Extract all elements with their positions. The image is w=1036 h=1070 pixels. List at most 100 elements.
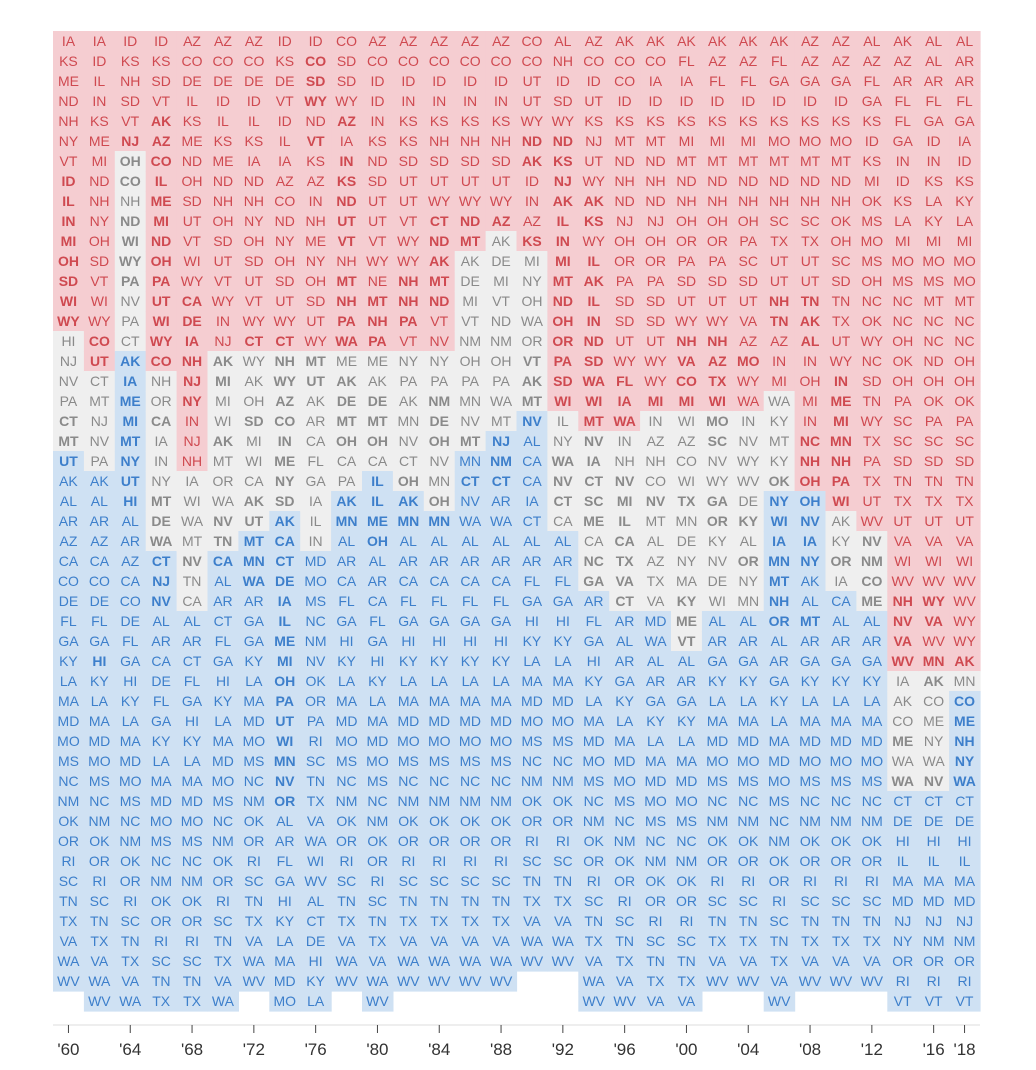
- state-label: GA: [89, 633, 110, 649]
- cell-bg: [362, 551, 394, 572]
- cell-bg: [547, 491, 579, 512]
- state-label: PA: [461, 373, 479, 389]
- state-label: KY: [430, 653, 449, 669]
- state-label: UT: [90, 353, 109, 369]
- state-label: ND: [182, 153, 202, 169]
- cell-bg: [794, 571, 827, 592]
- cell-bg: [392, 191, 425, 212]
- state-label: MI: [926, 233, 942, 249]
- cell-bg: [300, 671, 332, 692]
- state-label: MD: [397, 713, 419, 729]
- cell-bg: [331, 691, 363, 712]
- state-label: UT: [399, 173, 418, 189]
- state-label: IN: [649, 413, 663, 429]
- cell-bg: [83, 31, 116, 52]
- cell-bg: [207, 291, 239, 312]
- cell-bg: [640, 751, 672, 772]
- state-label: MI: [493, 273, 509, 289]
- cell-bg: [238, 491, 270, 512]
- cell-bg: [701, 931, 734, 952]
- state-label: GA: [924, 113, 945, 129]
- state-label: ND: [275, 213, 295, 229]
- state-label: TX: [152, 993, 171, 1009]
- state-label: LA: [153, 753, 171, 769]
- state-label: NM: [150, 873, 172, 889]
- state-label: ID: [278, 113, 292, 129]
- state-label: OH: [491, 353, 512, 369]
- state-label: TX: [739, 933, 758, 949]
- cell-bg: [547, 451, 579, 472]
- state-label: CA: [430, 573, 450, 589]
- cell-bg: [609, 791, 641, 812]
- cell-bg: [207, 631, 239, 652]
- cell-bg: [671, 311, 703, 332]
- cell-bg: [269, 911, 301, 932]
- state-label: SD: [337, 53, 356, 69]
- cell-bg: [269, 511, 301, 532]
- state-label: NC: [491, 773, 511, 789]
- cell-bg: [640, 411, 672, 432]
- cell-bg: [362, 731, 394, 752]
- state-label: WV: [861, 513, 884, 529]
- state-label: KS: [584, 213, 603, 229]
- state-label: UT: [368, 213, 387, 229]
- cell-bg: [732, 351, 765, 372]
- cell-bg: [609, 151, 641, 172]
- state-label: NJ: [492, 433, 510, 449]
- state-label: CT: [523, 513, 542, 529]
- cell-bg: [516, 251, 548, 272]
- state-label: OR: [243, 833, 264, 849]
- cell-bg: [578, 831, 610, 852]
- cell-bg: [145, 911, 178, 932]
- state-label: NM: [428, 393, 450, 409]
- state-label: AK: [368, 373, 387, 389]
- cell-bg: [671, 251, 703, 272]
- state-label: OK: [398, 813, 419, 829]
- cell-bg: [238, 651, 270, 672]
- cell-bg: [392, 891, 425, 912]
- state-label: RI: [865, 873, 879, 889]
- cell-bg: [609, 671, 641, 692]
- state-label: GA: [738, 653, 759, 669]
- state-label: CO: [58, 573, 79, 589]
- state-label: WA: [583, 973, 606, 989]
- cell-bg: [83, 611, 116, 632]
- cell-bg: [53, 131, 85, 152]
- cell-bg: [145, 571, 178, 592]
- state-label: CT: [121, 333, 140, 349]
- cell-bg: [83, 451, 116, 472]
- state-label: CA: [399, 573, 419, 589]
- state-label: VA: [121, 973, 139, 989]
- state-label: CO: [491, 53, 512, 69]
- state-label: VA: [863, 953, 881, 969]
- cell-bg: [145, 371, 178, 392]
- state-label: WA: [459, 513, 482, 529]
- state-label: UT: [275, 293, 294, 309]
- state-label: VT: [121, 113, 139, 129]
- state-label: OK: [831, 833, 852, 849]
- cell-bg: [516, 131, 548, 152]
- cell-bg: [176, 331, 209, 352]
- cell-bg: [207, 391, 239, 412]
- state-label: KY: [214, 693, 233, 709]
- state-label: KS: [121, 53, 140, 69]
- state-label: NV: [893, 613, 913, 629]
- state-label: AK: [584, 193, 604, 209]
- cell-bg: [423, 291, 456, 312]
- state-label: WY: [459, 193, 482, 209]
- cell-bg: [145, 171, 178, 192]
- cell-bg: [640, 451, 672, 472]
- state-label: SD: [955, 453, 974, 469]
- state-label: AL: [647, 533, 664, 549]
- state-label: CT: [214, 613, 233, 629]
- state-label: SC: [831, 893, 850, 909]
- state-label: GA: [460, 613, 481, 629]
- x-tick-label: '72: [243, 1040, 265, 1059]
- state-label: OK: [244, 813, 265, 829]
- state-label: SC: [151, 953, 170, 969]
- state-label: OR: [676, 893, 697, 909]
- state-label: NM: [552, 773, 574, 789]
- state-label: GA: [707, 493, 728, 509]
- cell-bg: [176, 471, 209, 492]
